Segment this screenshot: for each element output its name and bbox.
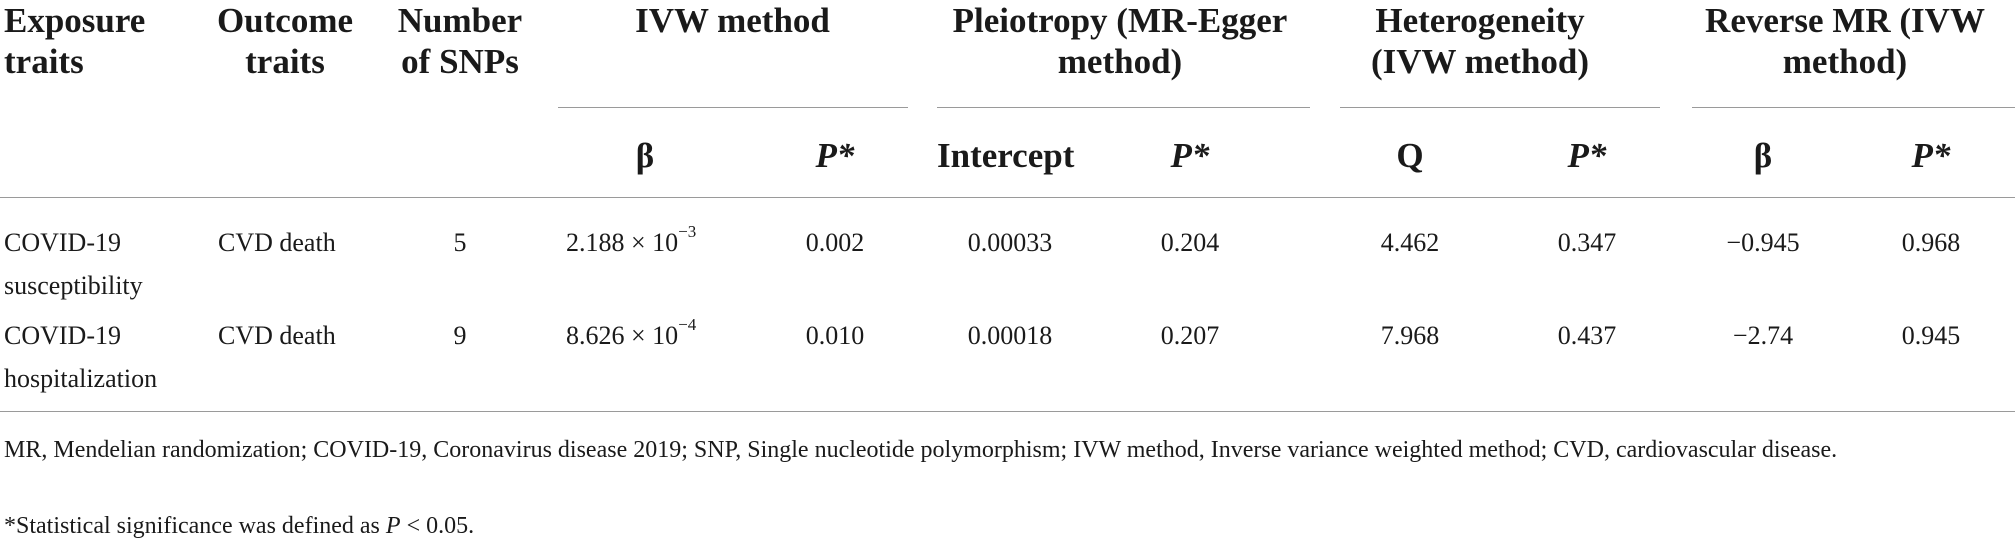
ivw-group-rule [558,107,908,108]
row1-ivw-beta: 2.188 × 10−3 [566,221,696,264]
footnote-significance-var: P [385,513,401,539]
subheader-rev-p-text: P* [1911,136,1951,175]
row2-outcome: CVD death [218,321,336,350]
row1-snps: 5 [453,228,467,257]
row2-egger-intercept: 0.00018 [967,321,1053,350]
row1-ivw-beta-mantissa: 2.188 × 10 [566,228,679,257]
header-pleiotropy: Pleiotropy (MR-Egger method) [952,1,1288,81]
row2-het-q: 7.968 [1380,321,1440,350]
row2-snps: 9 [453,321,467,350]
table-bottom-rule [0,411,2015,412]
reverse-mr-group-rule [1692,107,2015,108]
subheader-het-p: P* [1542,138,1632,173]
row1-outcome: CVD death [218,228,336,257]
subheader-egger-p-text: P* [1170,136,1210,175]
footnote-significance-suffix: < 0.05. [400,513,475,539]
row1-het-q: 4.462 [1380,228,1440,257]
heterogeneity-group-rule [1340,107,1660,108]
subheader-egger-intercept: Intercept [937,136,1075,175]
header-number-of-snps: Number of SNPs [397,1,523,81]
footnote-significance-prefix: *Statistical significance was defined as [4,513,386,539]
subheader-egger-p: P* [1145,138,1235,173]
header-outcome-traits: Outcome traits [216,1,354,81]
header-exposure-traits: Exposure traits [4,1,146,81]
row1-exposure: COVID-19 susceptibility [4,228,143,300]
subheader-ivw-p: P* [790,138,880,173]
row2-ivw-beta-exponent: −4 [678,315,697,334]
subheader-ivw-p-text: P* [815,136,855,175]
row2-ivw-p: 0.010 [805,321,865,350]
subheader-het-q: Q [1396,136,1424,175]
row1-rev-beta: −0.945 [1726,228,1800,257]
subheader-het-p-text: P* [1567,136,1607,175]
header-reverse-mr: Reverse MR (IVW method) [1705,1,1985,81]
row2-rev-p: 0.945 [1901,321,1961,350]
footnote-significance: *Statistical significance was defined as… [4,507,474,545]
subheader-ivw-beta: β [635,136,655,175]
row1-het-p: 0.347 [1557,228,1617,257]
row1-egger-intercept: 0.00033 [967,228,1053,257]
row1-egger-p: 0.204 [1160,228,1220,257]
row2-ivw-beta: 8.626 × 10−4 [566,314,696,357]
header-ivw-method: IVW method [635,1,830,40]
subheader-rev-p: P* [1886,138,1976,173]
pleiotropy-group-rule [937,107,1310,108]
row2-egger-p: 0.207 [1160,321,1220,350]
row2-rev-beta: −2.74 [1732,321,1794,350]
row2-ivw-beta-mantissa: 8.626 × 10 [566,321,679,350]
row1-rev-p: 0.968 [1901,228,1961,257]
header-heterogeneity: Heterogeneity (IVW method) [1370,1,1590,81]
row1-ivw-beta-exponent: −3 [678,222,697,241]
footnote-abbreviations: MR, Mendelian randomization; COVID-19, C… [4,437,1838,463]
row1-ivw-p: 0.002 [805,228,865,257]
row2-exposure: COVID-19 hospitalization [4,321,158,393]
header-bottom-rule [0,197,2015,198]
subheader-rev-beta: β [1753,136,1773,175]
row2-het-p: 0.437 [1557,321,1617,350]
